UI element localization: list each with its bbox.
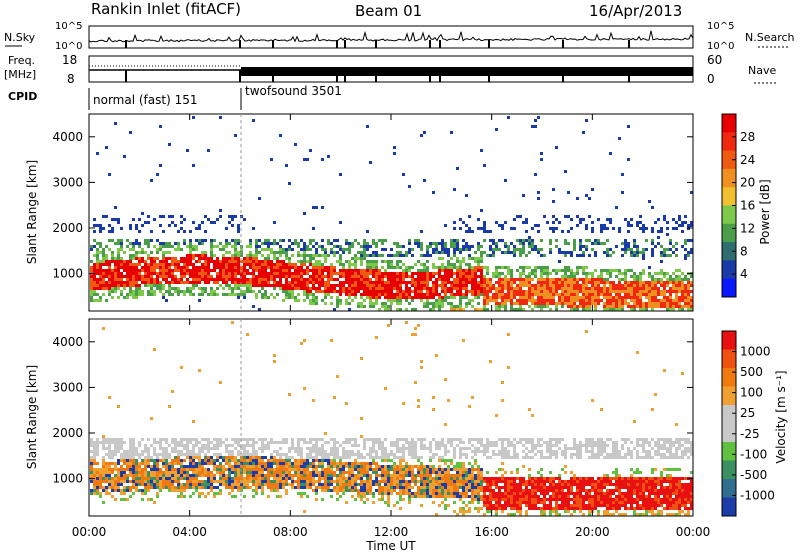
beam-title: Beam 01 <box>355 2 422 20</box>
nsearch-tick-bottom: 10^0 <box>707 41 734 52</box>
colorbar-segment <box>722 368 736 387</box>
y-tick-label: 2000 <box>52 221 83 235</box>
colorbar-segment <box>722 224 736 243</box>
power-ylabel: Slant Range [km] <box>25 160 39 264</box>
power-panel: 1000 2000 3000 4000 Slant Range [km] 28 24 20… <box>25 114 772 311</box>
nsky-tick-top: 10^5 <box>55 21 82 32</box>
nsky-tick-bottom: 10^0 <box>55 41 82 52</box>
colorbar-segment <box>722 169 736 188</box>
colorbar-segment <box>722 260 736 279</box>
velocity-panel: 1000 2000 3000 4000 Slant Range [km] 1000 50… <box>25 319 788 517</box>
velocity-colorbar-label: Velocity [m s⁻¹] <box>774 370 788 463</box>
power-colorbar-label: Power [dB] <box>758 179 772 244</box>
nsearch-label: N.Search <box>745 31 795 44</box>
colorbar-tick-label: 1000 <box>740 345 771 359</box>
x-tick-label: 12:00 <box>374 525 409 539</box>
freq-tick-top: 18 <box>62 53 77 67</box>
colorbar-tick-label: -100 <box>740 447 767 461</box>
colorbar-tick-label: 16 <box>740 199 755 213</box>
nsearch-tick-top: 10^5 <box>707 21 734 32</box>
colorbar-tick-label: 12 <box>740 221 755 235</box>
colorbar-tick-label: 8 <box>740 244 748 258</box>
x-tick-label: 00:00 <box>676 525 711 539</box>
x-tick-label: 08:00 <box>273 525 308 539</box>
colorbar-tick-label: -1000 <box>740 488 775 502</box>
freq-tick-bottom: 8 <box>67 72 75 86</box>
y-tick-label: 3000 <box>52 175 83 189</box>
velocity-colorbar: 1000 500 100 25 -25 -100 -500 -1000 <box>722 331 775 517</box>
colorbar-segment <box>722 187 736 206</box>
freq-label-1: Freq. <box>8 54 35 67</box>
date-title: 16/Apr/2013 <box>589 2 682 20</box>
cpid-panel: CPID normal (fast) 151 twofsound 3501 <box>8 84 342 110</box>
nave-tick-top: 60 <box>707 53 722 67</box>
colorbar-tick-label: 28 <box>740 130 755 144</box>
time-axis-label: Time UT <box>365 539 416 553</box>
colorbar-segment <box>722 442 736 461</box>
power-colorbar: 28 24 20 16 12 8 4 <box>722 114 755 298</box>
y-tick-label: 1000 <box>52 267 83 281</box>
nave-label: Nave <box>748 64 776 77</box>
cpid-mode-1: normal (fast) 151 <box>93 93 197 107</box>
freq-trace <box>89 66 693 82</box>
colorbar-tick-label: 25 <box>740 406 755 420</box>
x-tick-label: 00:00 <box>72 525 107 539</box>
nsky-trace <box>89 31 693 48</box>
y-tick-label: 4000 <box>52 130 83 144</box>
power-scatter <box>90 116 693 311</box>
x-tick-label: 16:00 <box>474 525 509 539</box>
colorbar-segment <box>722 387 736 406</box>
colorbar-segment <box>722 350 736 369</box>
colorbar-segment <box>722 461 736 480</box>
y-tick-label: 4000 <box>52 335 83 349</box>
colorbar-tick-label: 500 <box>740 365 763 379</box>
x-tick-label: 04:00 <box>172 525 207 539</box>
colorbar-tick-label: -500 <box>740 468 767 482</box>
velocity-ylabel: Slant Range [km] <box>25 365 39 469</box>
freq-label-2: [MHz] <box>4 68 36 81</box>
colorbar-segment <box>722 132 736 151</box>
y-tick-label: 1000 <box>52 472 83 486</box>
colorbar-tick-label: 24 <box>740 153 755 167</box>
station-title: Rankin Inlet (fitACF) <box>91 0 241 18</box>
colorbar-segment <box>722 206 736 225</box>
nsky-label: N.Sky <box>4 31 36 44</box>
colorbar-segment <box>722 424 736 443</box>
colorbar-tick-label: 20 <box>740 176 755 190</box>
colorbar-tick-label: -25 <box>740 427 760 441</box>
colorbar-segment <box>722 331 736 350</box>
colorbar-segment <box>722 405 736 424</box>
freq-panel: Freq. [MHz] 18 8 60 0 Nave <box>4 53 776 86</box>
nsky-panel: N.Sky 10^5 10^0 10^5 10^0 N.Search <box>4 21 795 52</box>
colorbar-segment <box>722 114 736 133</box>
cpid-mode-2: twofsound 3501 <box>245 84 342 98</box>
nave-tick-bottom: 0 <box>707 72 715 86</box>
colorbar-segment <box>722 498 736 517</box>
y-tick-label: 2000 <box>52 426 83 440</box>
colorbar-tick-label: 100 <box>740 386 763 400</box>
colorbar-segment <box>722 279 736 298</box>
x-tick-label: 20:00 <box>575 525 610 539</box>
colorbar-tick-label: 4 <box>740 267 748 281</box>
cpid-label: CPID <box>8 90 37 103</box>
velocity-scatter <box>90 321 693 516</box>
y-tick-label: 3000 <box>52 380 83 394</box>
